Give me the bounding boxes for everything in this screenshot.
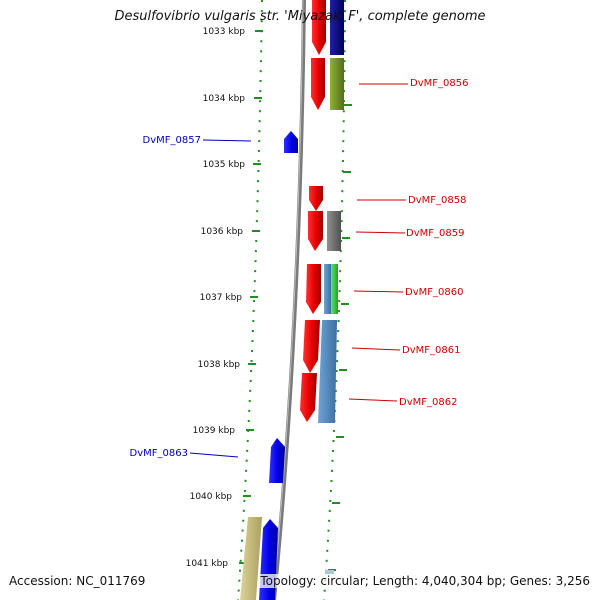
map-title: Desulfovibrio vulgaris str. 'Miyazaki F'… bbox=[114, 9, 486, 24]
cog-block bbox=[324, 264, 331, 314]
cog-block bbox=[240, 517, 262, 600]
forward-gene-arrow bbox=[311, 58, 325, 110]
gene-label-dvmf-0863: DvMF_0863 bbox=[130, 448, 188, 459]
gene-label-dvmf-0862: DvMF_0862 bbox=[399, 397, 457, 408]
accession-text: Accession: NC_011769 bbox=[7, 574, 148, 588]
forward-genes bbox=[300, 0, 326, 422]
cog-block bbox=[330, 58, 344, 110]
outer-tick-rail-left bbox=[237, 0, 263, 600]
leader-lines bbox=[189, 83, 408, 458]
forward-gene-arrow bbox=[312, 0, 326, 55]
scale-label: 1041 kbp bbox=[186, 559, 229, 569]
scale-label: 1036 kbp bbox=[201, 227, 244, 237]
gene-label-dvmf-0860: DvMF_0860 bbox=[405, 287, 463, 298]
gene-label-dvmf-0859: DvMF_0859 bbox=[406, 228, 464, 239]
scale-label: 1040 kbp bbox=[190, 492, 233, 502]
genome-summary-text: Topology: circular; Length: 4,040,304 bp… bbox=[258, 574, 592, 588]
reverse-gene-arrow bbox=[269, 438, 285, 483]
forward-gene-arrow bbox=[303, 320, 320, 373]
forward-gene-arrow bbox=[308, 211, 323, 251]
gene-label-dvmf-0861: DvMF_0861 bbox=[402, 345, 460, 356]
scale-label: 1034 kbp bbox=[203, 94, 246, 104]
scale-label: 1039 kbp bbox=[193, 426, 236, 436]
forward-gene-arrow bbox=[300, 373, 317, 422]
major-ticks-right bbox=[328, 104, 352, 571]
gene-label-dvmf-0857: DvMF_0857 bbox=[143, 135, 201, 146]
cog-block bbox=[325, 570, 334, 574]
cog-block bbox=[331, 264, 338, 314]
gene-label-dvmf-0858: DvMF_0858 bbox=[408, 195, 466, 206]
genome-backbone bbox=[272, 0, 306, 600]
cog-block bbox=[318, 320, 337, 423]
major-ticks-left bbox=[239, 30, 263, 564]
scale-label: 1033 kbp bbox=[203, 27, 246, 37]
forward-gene-arrow bbox=[309, 186, 323, 211]
forward-gene-arrow bbox=[306, 264, 321, 314]
gene-label-dvmf-0856: DvMF_0856 bbox=[410, 78, 468, 89]
cog-blocks bbox=[240, 0, 344, 600]
gene-labels: DvMF_0856 DvMF_0857 DvMF_0858 DvMF_0859 … bbox=[130, 78, 469, 459]
scale-label: 1035 kbp bbox=[203, 160, 246, 170]
scale-label: 1037 kbp bbox=[200, 293, 243, 303]
cog-block bbox=[330, 0, 344, 55]
scale-label: 1038 kbp bbox=[198, 360, 241, 370]
cog-block bbox=[327, 211, 341, 251]
scale-labels: 1033 kbp 1034 kbp 1035 kbp 1036 kbp 1037… bbox=[186, 27, 246, 569]
reverse-gene-arrow bbox=[284, 131, 298, 153]
outer-tick-rail-right bbox=[323, 0, 346, 600]
